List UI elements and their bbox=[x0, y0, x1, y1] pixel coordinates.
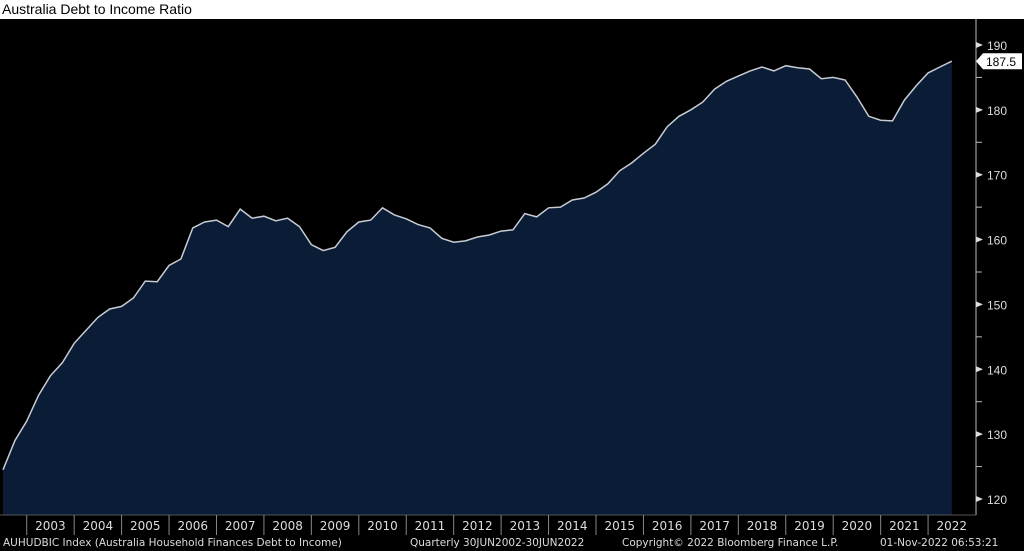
x-tick-label: 2015 bbox=[604, 519, 635, 533]
x-tick-label: 2019 bbox=[794, 519, 825, 533]
y-tick-marker bbox=[976, 236, 983, 243]
y-tick-marker bbox=[976, 366, 983, 373]
x-tick-label: 2005 bbox=[130, 519, 161, 533]
y-tick-label: 140 bbox=[987, 363, 1007, 377]
footer: AUHUDBIC Index (Australia Household Fina… bbox=[0, 535, 1024, 551]
x-tick-label: 2007 bbox=[225, 519, 256, 533]
x-tick-label: 2020 bbox=[842, 519, 873, 533]
y-tick-marker bbox=[976, 171, 983, 178]
y-tick-label: 160 bbox=[987, 234, 1007, 248]
x-tick-label: 2004 bbox=[83, 519, 114, 533]
x-tick-label: 2008 bbox=[272, 519, 303, 533]
last-value-badge bbox=[976, 53, 1022, 70]
x-axis-band bbox=[0, 515, 976, 535]
x-tick-label: 2016 bbox=[652, 519, 683, 533]
last-value-label: 187.5 bbox=[986, 55, 1016, 69]
y-tick-marker bbox=[976, 106, 983, 113]
x-tick-label: 2014 bbox=[557, 519, 588, 533]
y-tick-label: 150 bbox=[987, 298, 1007, 312]
y-tick-marker bbox=[976, 431, 983, 438]
y-tick-marker bbox=[976, 41, 983, 48]
x-tick-label: 2022 bbox=[937, 519, 968, 533]
chart-title: Australia Debt to Income Ratio bbox=[2, 1, 192, 17]
y-tick-marker bbox=[976, 496, 983, 502]
x-tick-label: 2003 bbox=[35, 519, 66, 533]
footer-ticker: AUHUDBIC Index (Australia Household Fina… bbox=[3, 537, 342, 549]
y-tick-label: 130 bbox=[987, 428, 1007, 442]
footer-timestamp: 01-Nov-2022 06:53:21 bbox=[880, 537, 999, 549]
y-tick-label: 170 bbox=[987, 169, 1007, 183]
y-tick-label: 180 bbox=[987, 104, 1007, 118]
x-tick-label: 2010 bbox=[367, 519, 398, 533]
y-tick-marker bbox=[976, 301, 983, 308]
y-tick-label: 190 bbox=[987, 39, 1007, 53]
area-fill bbox=[3, 61, 952, 515]
x-tick-label: 2009 bbox=[320, 519, 351, 533]
footer-range: Quarterly 30JUN2002-30JUN2022 bbox=[410, 537, 585, 549]
x-tick-label: 2006 bbox=[177, 519, 208, 533]
y-tick-label: 120 bbox=[987, 493, 1007, 507]
x-tick-label: 2017 bbox=[699, 519, 730, 533]
x-tick-label: 2013 bbox=[510, 519, 541, 533]
footer-copyright: Copyright© 2022 Bloomberg Finance L.P. bbox=[622, 537, 839, 549]
x-tick-label: 2018 bbox=[747, 519, 778, 533]
x-tick-label: 2021 bbox=[889, 519, 920, 533]
x-tick-label: 2012 bbox=[462, 519, 493, 533]
x-tick-label: 2011 bbox=[415, 519, 446, 533]
area-chart: 120 130 140 150 160 170 180 190 187.5 2003 2004 20… bbox=[0, 19, 1024, 535]
